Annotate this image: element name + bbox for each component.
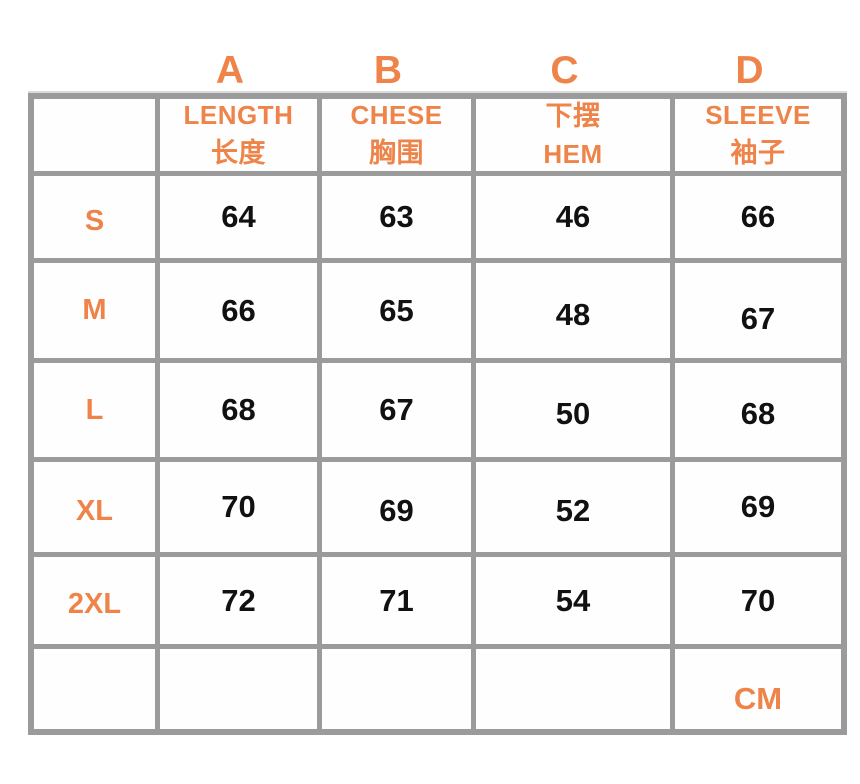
cell-2xl-sleeve: 70 xyxy=(675,557,841,644)
cell-l-hem: 50 xyxy=(476,363,670,457)
cell-s-hem: 46 xyxy=(476,176,670,258)
cell-s-chest: 63 xyxy=(322,176,471,258)
cell-m-sleeve: 67 xyxy=(675,263,841,358)
size-label-xl: XL xyxy=(34,462,155,552)
corner-cell xyxy=(34,99,155,171)
header-sleeve-zh: 袖子 xyxy=(730,138,786,169)
header-length-zh: 长度 xyxy=(211,138,266,169)
header-cell-chest: CHESE 胸围 xyxy=(322,99,471,171)
column-letter-b: B xyxy=(373,49,403,92)
header-length-en: LENGTH xyxy=(183,99,294,130)
size-label-2xl: 2XL xyxy=(34,557,155,644)
size-label-m: M xyxy=(34,263,155,358)
cell-xl-length: 70 xyxy=(160,462,317,552)
cell-2xl-chest: 71 xyxy=(322,557,471,644)
header-cell-length: LENGTH 长度 xyxy=(160,99,317,171)
header-chest-en: CHESE xyxy=(350,99,443,130)
size-label-s: S xyxy=(34,176,155,258)
header-hem-en: HEM xyxy=(543,138,603,169)
cell-xl-sleeve: 69 xyxy=(675,462,841,552)
cell-l-sleeve: 68 xyxy=(675,363,841,457)
header-cell-hem: 下摆 HEM xyxy=(476,99,670,171)
size-label-l: L xyxy=(34,363,155,457)
cell-2xl-hem: 54 xyxy=(476,557,670,644)
unit-label-cm: CM xyxy=(675,649,841,729)
column-letters-row: A B C D xyxy=(22,40,835,90)
empty-cell xyxy=(476,649,670,729)
cell-xl-hem: 52 xyxy=(476,462,670,552)
cell-l-chest: 67 xyxy=(322,363,471,457)
header-chest-zh: 胸围 xyxy=(369,138,424,169)
cell-xl-chest: 69 xyxy=(322,462,471,552)
cell-2xl-length: 72 xyxy=(160,557,317,644)
header-cell-sleeve: SLEEVE 袖子 xyxy=(675,99,841,171)
cell-m-hem: 48 xyxy=(476,263,670,358)
size-table: LENGTH 长度 CHESE 胸围 下摆 HEM SLEEVE 袖子 S 64… xyxy=(28,93,847,735)
cell-m-chest: 65 xyxy=(322,263,471,358)
cell-l-length: 68 xyxy=(160,363,317,457)
empty-cell xyxy=(160,649,317,729)
empty-cell xyxy=(34,649,155,729)
cell-s-length: 64 xyxy=(160,176,317,258)
header-hem-zh: 下摆 xyxy=(545,100,601,131)
column-letter-d: D xyxy=(735,49,764,92)
cell-m-length: 66 xyxy=(160,263,317,358)
column-letter-c: C xyxy=(550,49,579,92)
cell-s-sleeve: 66 xyxy=(675,176,841,258)
empty-cell xyxy=(322,649,471,729)
header-sleeve-en: SLEEVE xyxy=(705,99,811,130)
column-letter-a: A xyxy=(215,49,245,92)
